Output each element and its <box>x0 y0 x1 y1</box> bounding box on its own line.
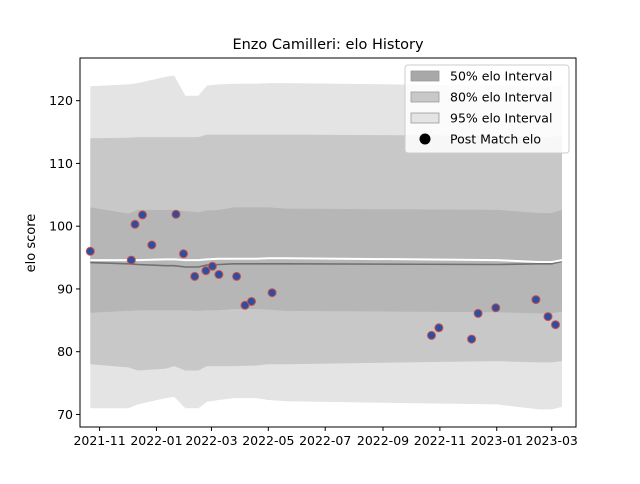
post-match-point-11 <box>214 270 224 279</box>
legend-label-3: 95% elo Interval <box>450 111 552 126</box>
post-match-point-13 <box>240 300 250 310</box>
legend-swatch-band95 <box>410 112 440 124</box>
x-tick-label-2023-03: 2023-03 <box>526 433 578 448</box>
x-tick-label-2023-01: 2023-01 <box>471 433 523 448</box>
post-match-point-22 <box>543 312 553 322</box>
legend-swatch-band50 <box>410 70 440 82</box>
x-tick-label-2022-09: 2022-09 <box>357 433 409 448</box>
post-match-point-10 <box>207 261 217 271</box>
post-match-point-2 <box>126 255 136 265</box>
post-match-point-9 <box>201 266 211 276</box>
y-tick-label-80: 80 <box>57 344 73 359</box>
x-tick-label-2022-03: 2022-03 <box>185 433 237 448</box>
x-tick-label-2022-01: 2022-01 <box>130 433 182 448</box>
y-tick-label-70: 70 <box>57 407 73 422</box>
x-tick-label-2022-05: 2022-05 <box>242 433 294 448</box>
post-match-point-23 <box>551 320 560 330</box>
legend-box <box>404 64 570 154</box>
y-axis-label: elo score <box>24 214 39 273</box>
axes: 70 80 90 100 110 120 2021-11 2022-01 2022-03 2022… <box>49 57 578 448</box>
post-match-point-6 <box>171 209 181 219</box>
legend-swatch-band80 <box>410 91 440 103</box>
post-match-point-1 <box>85 246 95 256</box>
median-elo-line <box>90 260 563 268</box>
post-match-point-3 <box>130 219 140 229</box>
y-tick-label-100: 100 <box>49 219 73 234</box>
plot-area <box>85 75 563 410</box>
legend-label-1: 50% elo Interval <box>450 69 552 84</box>
legend-label-2: 80% elo Interval <box>450 90 552 105</box>
post-match-point-14 <box>247 297 256 306</box>
post-match-point-12 <box>232 271 242 281</box>
legend-label-4: Post Match elo <box>450 132 541 147</box>
legend: 50% elo Interval 80% elo Interval 95% elo … <box>404 64 570 154</box>
post-match-point-15 <box>267 288 277 298</box>
x-tick-label-2022-07: 2022-07 <box>299 433 351 448</box>
post-match-point-20 <box>491 303 501 313</box>
legend-swatch-post-match <box>419 133 431 145</box>
mean-elo-line <box>90 257 563 263</box>
band-50-interval <box>90 207 563 314</box>
y-tick-label-120: 120 <box>49 93 73 108</box>
post-match-point-16 <box>427 330 436 340</box>
post-match-point-7 <box>179 249 188 259</box>
post-match-point-4 <box>138 210 147 220</box>
post-match-point-18 <box>467 334 477 344</box>
x-tick-label-2021-11: 2021-11 <box>73 433 125 448</box>
y-tick-label-90: 90 <box>57 281 73 296</box>
post-match-point-17 <box>434 323 444 333</box>
post-match-point-8 <box>190 271 200 281</box>
post-match-point-5 <box>147 240 157 250</box>
post-match-point-19 <box>473 308 483 318</box>
axes-frame <box>79 57 577 428</box>
post-match-point-21 <box>531 295 541 305</box>
chart-title: Enzo Camilleri: elo History <box>232 37 424 53</box>
y-tick-label-110: 110 <box>49 156 73 171</box>
x-tick-label-2022-11: 2022-11 <box>414 433 466 448</box>
